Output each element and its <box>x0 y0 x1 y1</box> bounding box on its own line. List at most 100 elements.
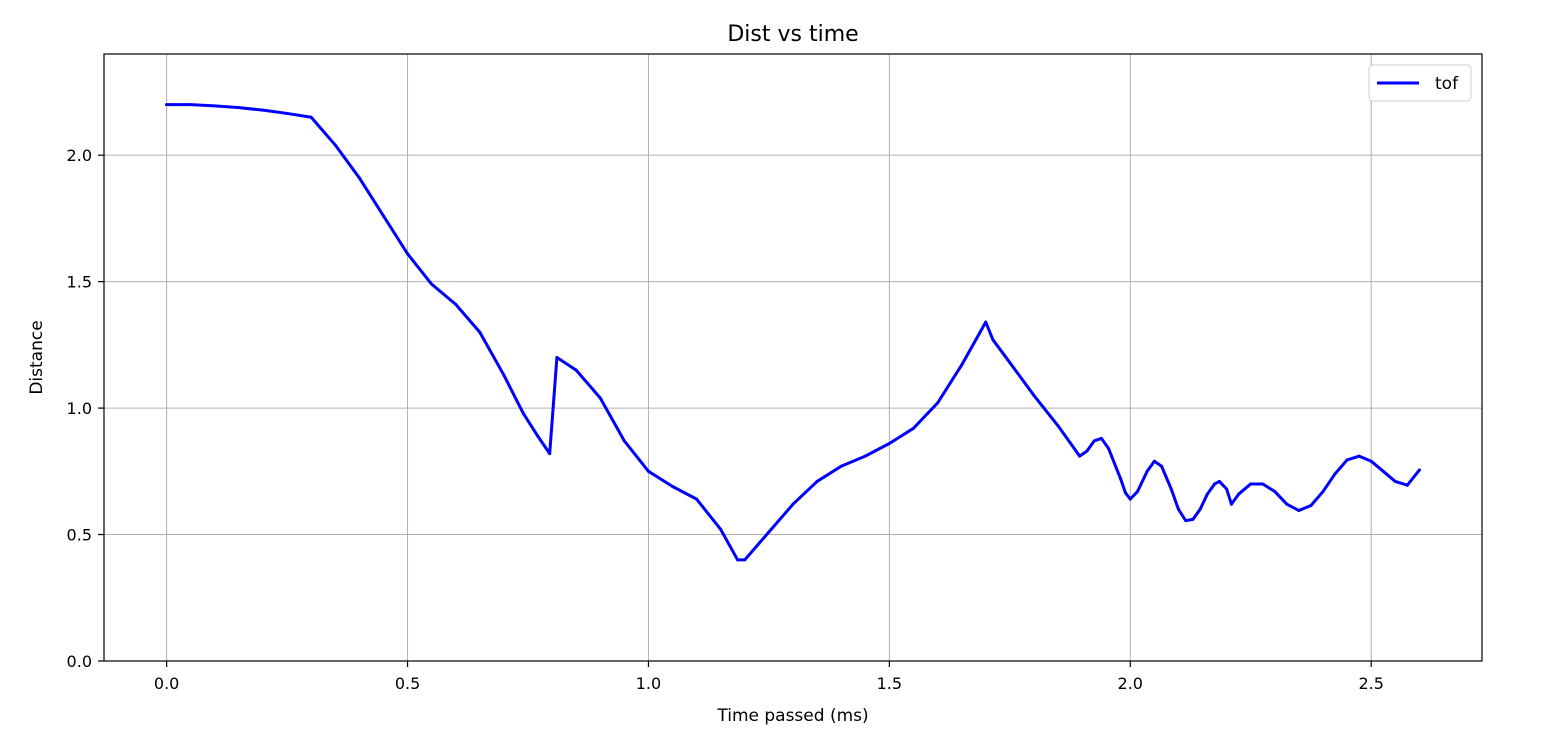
data-point <box>736 558 740 562</box>
data-point <box>887 441 891 445</box>
data-point <box>839 464 843 468</box>
data-point <box>767 530 771 534</box>
data-point <box>960 363 964 367</box>
y-tick-label: 1.5 <box>67 273 92 292</box>
data-point <box>984 320 988 324</box>
data-point <box>1309 503 1313 507</box>
data-point <box>189 103 193 107</box>
legend: tof <box>1368 64 1472 102</box>
data-point <box>1056 424 1060 428</box>
data-point <box>1249 482 1253 486</box>
data-point <box>285 111 289 115</box>
x-tick-label: 2.5 <box>1358 674 1383 693</box>
y-axis-label: Distance <box>27 320 47 394</box>
data-point <box>213 104 217 108</box>
series-layer <box>165 103 1421 562</box>
data-point <box>502 373 506 377</box>
x-axis-label: Time passed (ms) <box>716 706 868 726</box>
data-point <box>548 452 552 456</box>
y-tick-label: 1.0 <box>67 399 92 418</box>
data-point <box>1333 472 1337 476</box>
data-point <box>1145 469 1149 473</box>
legend-box <box>1368 64 1472 102</box>
data-point <box>991 338 995 342</box>
data-point <box>1136 490 1139 494</box>
data-point <box>1357 454 1361 458</box>
data-point <box>165 103 169 107</box>
data-point <box>1321 490 1325 494</box>
data-point <box>406 252 410 256</box>
grid-lines <box>104 54 1482 662</box>
data-point <box>478 330 482 334</box>
data-point <box>863 454 867 458</box>
data-point <box>1092 439 1096 443</box>
data-point <box>357 176 361 180</box>
axis-ticks: 0.0 0.5 1.0 1.5 2.0 2.5 0.0 0.5 1.0 1.5 2.0 <box>67 146 1384 693</box>
data-point <box>381 214 385 218</box>
data-point <box>454 302 458 306</box>
data-point <box>1369 459 1373 463</box>
y-tick-label: 2.0 <box>67 146 92 165</box>
data-point <box>237 106 241 110</box>
data-point <box>1261 482 1265 486</box>
x-tick-label: 1.5 <box>877 674 902 693</box>
data-point <box>1085 449 1089 453</box>
data-point <box>261 108 265 112</box>
x-tick-label: 0.0 <box>154 674 179 693</box>
data-point <box>1237 492 1241 496</box>
data-point <box>1169 487 1173 491</box>
x-tick-label: 1.0 <box>636 674 661 693</box>
data-point <box>598 396 602 400</box>
data-point <box>555 356 559 359</box>
plot-frame <box>103 53 1483 662</box>
chart-title: Dist vs time <box>727 22 858 47</box>
data-point <box>1128 497 1132 501</box>
data-point <box>791 502 795 506</box>
data-point <box>1273 490 1277 494</box>
data-point <box>309 115 313 119</box>
data-point <box>1285 502 1289 506</box>
data-point <box>1191 517 1195 521</box>
x-tick-label: 0.5 <box>395 674 420 693</box>
data-point <box>1008 361 1012 365</box>
data-point <box>743 558 747 562</box>
data-point <box>1184 519 1188 523</box>
data-point <box>1229 502 1233 506</box>
data-point <box>1123 491 1127 495</box>
data-point <box>646 469 650 473</box>
data-point <box>1381 469 1385 473</box>
data-point <box>1205 492 1209 496</box>
data-point <box>719 527 723 531</box>
data-point <box>1119 477 1123 481</box>
data-point <box>1198 507 1202 511</box>
data-point <box>574 368 578 372</box>
data-point <box>1213 482 1217 486</box>
data-point <box>1297 509 1301 513</box>
x-tick-label: 2.0 <box>1118 674 1143 693</box>
data-point <box>333 143 337 147</box>
data-point <box>1217 479 1221 483</box>
data-point <box>1107 447 1111 451</box>
data-point <box>1160 464 1164 468</box>
data-point <box>671 484 675 488</box>
data-point <box>521 411 525 415</box>
data-point <box>936 401 940 405</box>
data-point <box>1176 507 1180 511</box>
data-point <box>622 439 626 443</box>
data-point <box>1032 393 1036 397</box>
data-point <box>536 434 540 438</box>
data-point <box>430 282 434 286</box>
data-point <box>1078 454 1082 458</box>
legend-label-tof: tof <box>1435 74 1459 94</box>
data-point <box>815 479 819 483</box>
data-point <box>1099 436 1103 440</box>
data-point <box>1405 483 1409 487</box>
y-tick-label: 0.0 <box>67 652 92 671</box>
data-point <box>695 497 699 501</box>
y-tick-label: 0.5 <box>67 526 92 545</box>
series-line-tof <box>165 103 1421 562</box>
data-point <box>1417 468 1421 472</box>
data-point <box>1152 459 1156 463</box>
